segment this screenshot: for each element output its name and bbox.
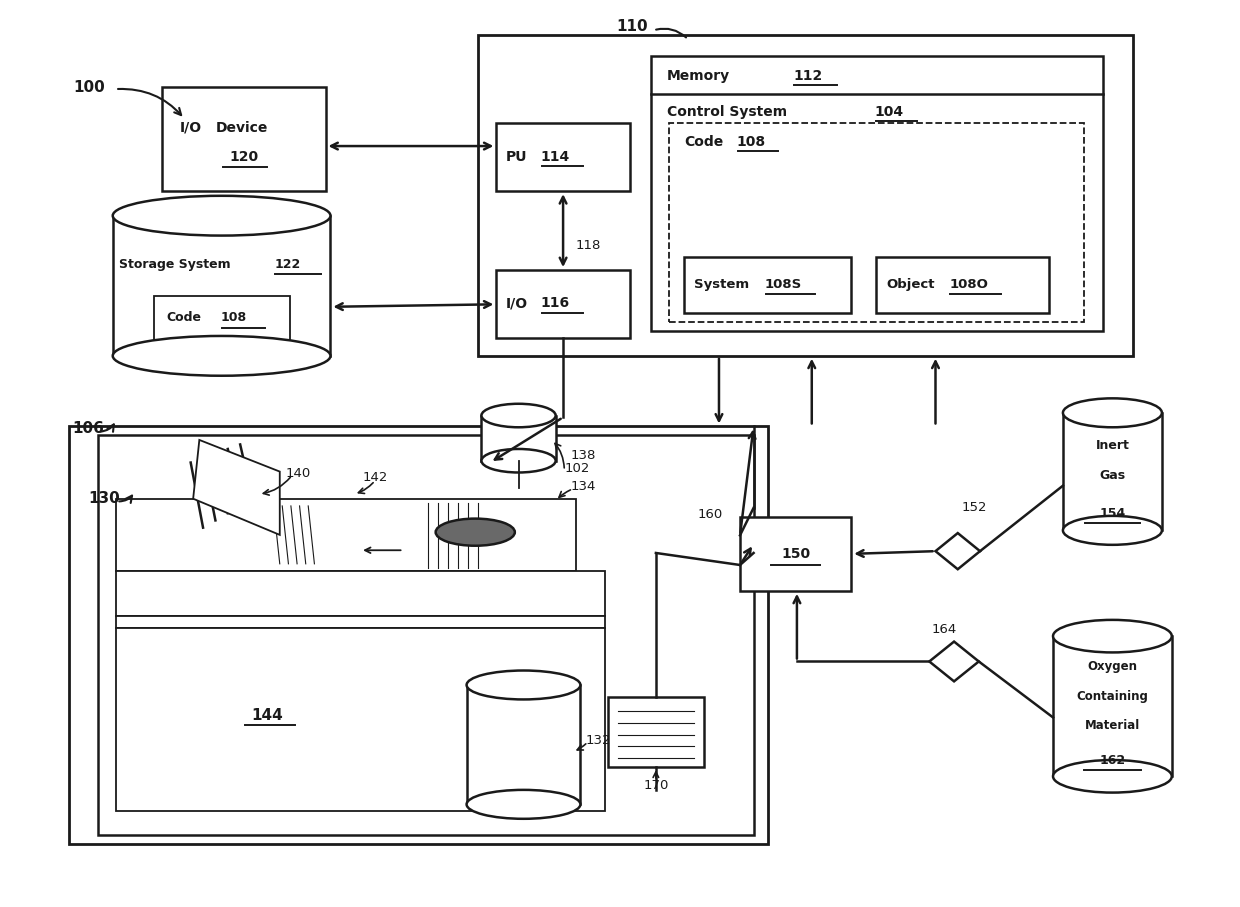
Bar (496, 270, 630, 337)
Text: 102: 102 (564, 463, 590, 475)
Text: 142: 142 (362, 472, 388, 484)
FancyArrowPatch shape (100, 424, 114, 432)
Text: Object: Object (887, 278, 935, 291)
Bar (98, 435, 754, 835)
Ellipse shape (113, 196, 331, 236)
Text: 144: 144 (252, 708, 283, 723)
Text: 138: 138 (570, 449, 596, 462)
FancyArrowPatch shape (119, 495, 131, 503)
Text: 164: 164 (931, 623, 957, 637)
Ellipse shape (1053, 760, 1172, 793)
Ellipse shape (435, 519, 515, 546)
Ellipse shape (481, 404, 556, 427)
Bar (113, 216, 331, 356)
Text: PU: PU (506, 150, 528, 164)
FancyArrowPatch shape (740, 432, 755, 532)
Ellipse shape (1063, 516, 1162, 545)
Bar (69, 426, 769, 844)
Text: 108S: 108S (765, 278, 802, 291)
Bar (684, 258, 852, 313)
FancyArrowPatch shape (653, 772, 658, 778)
Bar (608, 697, 704, 767)
Text: 108O: 108O (949, 278, 988, 291)
Text: 108: 108 (737, 134, 765, 149)
Ellipse shape (113, 336, 331, 375)
Bar (117, 628, 605, 811)
Text: 114: 114 (541, 150, 570, 164)
Bar (1063, 413, 1162, 531)
Ellipse shape (466, 790, 580, 819)
Text: Containing: Containing (1076, 690, 1148, 703)
Text: Code: Code (684, 134, 724, 149)
Text: 170: 170 (644, 779, 668, 792)
Text: Gas: Gas (1100, 469, 1126, 482)
Text: 150: 150 (781, 547, 810, 561)
Text: 152: 152 (961, 502, 987, 514)
Text: Control System: Control System (667, 104, 787, 119)
Text: 154: 154 (1100, 507, 1126, 521)
Text: Storage System: Storage System (119, 258, 231, 271)
Text: 106: 106 (72, 421, 104, 435)
Bar (162, 87, 326, 191)
Text: Memory: Memory (667, 69, 730, 83)
Text: 160: 160 (698, 509, 723, 522)
Text: Inert: Inert (1095, 439, 1130, 453)
Bar (117, 616, 605, 628)
Text: Code: Code (166, 311, 201, 325)
Text: 116: 116 (541, 297, 570, 310)
Ellipse shape (466, 670, 580, 699)
Bar (154, 297, 290, 339)
FancyArrowPatch shape (263, 477, 290, 495)
Text: 130: 130 (88, 492, 120, 506)
Text: 134: 134 (570, 481, 596, 493)
Bar (117, 499, 575, 571)
Text: System: System (694, 278, 749, 291)
Text: 108: 108 (221, 311, 247, 325)
Bar (496, 123, 630, 191)
Text: 122: 122 (275, 258, 301, 271)
Bar (466, 685, 580, 805)
Text: 140: 140 (286, 467, 311, 480)
Bar (740, 517, 852, 591)
FancyArrowPatch shape (742, 549, 750, 562)
FancyArrowPatch shape (118, 89, 181, 115)
Bar (670, 123, 1084, 322)
Text: 100: 100 (73, 80, 105, 95)
FancyArrowPatch shape (559, 490, 570, 497)
Bar (477, 34, 1133, 356)
Text: Material: Material (1085, 719, 1140, 732)
Text: Device: Device (216, 121, 268, 135)
Ellipse shape (1063, 398, 1162, 427)
Text: 162: 162 (1100, 755, 1126, 767)
Text: 104: 104 (875, 104, 904, 119)
Polygon shape (935, 533, 980, 570)
Text: 120: 120 (229, 150, 258, 164)
Polygon shape (929, 641, 978, 681)
Bar (481, 415, 556, 461)
Text: I/O: I/O (506, 297, 528, 310)
Bar (1053, 636, 1172, 776)
Text: 118: 118 (575, 239, 601, 252)
Text: I/O: I/O (180, 121, 202, 135)
Bar (117, 571, 605, 616)
Ellipse shape (481, 449, 556, 473)
FancyArrowPatch shape (656, 29, 686, 37)
Text: 112: 112 (794, 69, 822, 83)
Bar (877, 258, 1049, 313)
Ellipse shape (1053, 619, 1172, 652)
Text: 110: 110 (616, 19, 649, 34)
FancyArrowPatch shape (556, 444, 564, 468)
Text: Oxygen: Oxygen (1087, 660, 1137, 674)
FancyArrowPatch shape (358, 483, 373, 493)
FancyArrowPatch shape (577, 744, 585, 750)
Polygon shape (193, 440, 280, 535)
Bar (651, 55, 1102, 331)
Text: 132: 132 (585, 734, 611, 746)
